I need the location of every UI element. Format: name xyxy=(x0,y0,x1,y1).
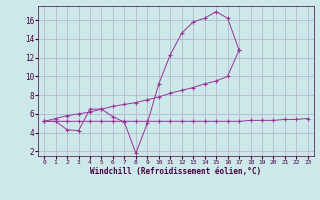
X-axis label: Windchill (Refroidissement éolien,°C): Windchill (Refroidissement éolien,°C) xyxy=(91,167,261,176)
